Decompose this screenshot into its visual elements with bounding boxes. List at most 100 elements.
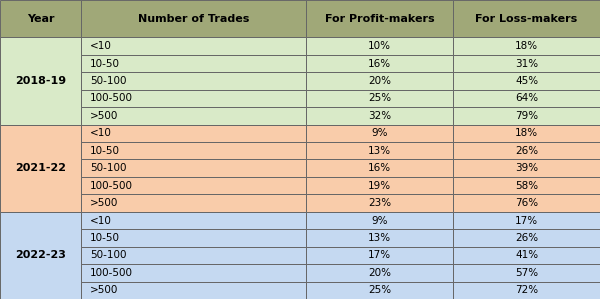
Bar: [81, 37, 306, 55]
Bar: [453, 107, 600, 125]
Text: 17%: 17%: [368, 250, 391, 260]
Bar: [81, 247, 306, 264]
Text: 17%: 17%: [515, 216, 538, 225]
Bar: [453, 0, 600, 37]
Text: 45%: 45%: [515, 76, 538, 86]
Text: 57%: 57%: [515, 268, 538, 278]
Text: 18%: 18%: [515, 41, 538, 51]
Bar: [306, 264, 453, 282]
Bar: [306, 125, 453, 142]
Bar: [306, 177, 453, 194]
Text: 100-500: 100-500: [90, 268, 133, 278]
Bar: [81, 282, 306, 299]
Text: <10: <10: [90, 41, 112, 51]
Text: 32%: 32%: [368, 111, 391, 121]
Bar: [306, 72, 453, 90]
Bar: [453, 125, 600, 142]
Text: 79%: 79%: [515, 111, 538, 121]
Bar: [306, 229, 453, 247]
Bar: [81, 212, 306, 229]
Text: 2018-19: 2018-19: [15, 76, 66, 86]
Bar: [306, 107, 453, 125]
Bar: [0, 125, 81, 212]
Bar: [453, 55, 600, 72]
Text: 10-50: 10-50: [90, 59, 120, 68]
Text: 2021-22: 2021-22: [15, 163, 66, 173]
Text: 39%: 39%: [515, 163, 538, 173]
Bar: [0, 212, 81, 299]
Bar: [453, 142, 600, 159]
Text: 50-100: 50-100: [90, 163, 127, 173]
Text: Year: Year: [27, 14, 54, 24]
Text: 26%: 26%: [515, 146, 538, 156]
Bar: [453, 159, 600, 177]
Text: 64%: 64%: [515, 93, 538, 103]
Bar: [306, 247, 453, 264]
Text: 2022-23: 2022-23: [15, 250, 66, 260]
Bar: [453, 194, 600, 212]
Text: <10: <10: [90, 128, 112, 138]
Text: 50-100: 50-100: [90, 250, 127, 260]
Bar: [306, 142, 453, 159]
Text: 26%: 26%: [515, 233, 538, 243]
Text: >500: >500: [90, 198, 118, 208]
Bar: [306, 194, 453, 212]
Bar: [453, 229, 600, 247]
Bar: [453, 177, 600, 194]
Text: 25%: 25%: [368, 285, 391, 295]
Bar: [81, 264, 306, 282]
Text: For Profit-makers: For Profit-makers: [325, 14, 434, 24]
Text: 31%: 31%: [515, 59, 538, 68]
Text: <10: <10: [90, 216, 112, 225]
Bar: [306, 159, 453, 177]
Text: 58%: 58%: [515, 181, 538, 191]
Bar: [453, 247, 600, 264]
Text: 20%: 20%: [368, 268, 391, 278]
Text: 13%: 13%: [368, 233, 391, 243]
Bar: [81, 194, 306, 212]
Text: Number of Trades: Number of Trades: [138, 14, 249, 24]
Text: 13%: 13%: [368, 146, 391, 156]
Bar: [306, 37, 453, 55]
Bar: [453, 212, 600, 229]
Bar: [81, 0, 306, 37]
Bar: [81, 107, 306, 125]
Bar: [453, 282, 600, 299]
Bar: [306, 90, 453, 107]
Text: 50-100: 50-100: [90, 76, 127, 86]
Text: 10%: 10%: [368, 41, 391, 51]
Bar: [306, 0, 453, 37]
Bar: [453, 264, 600, 282]
Bar: [453, 37, 600, 55]
Text: 16%: 16%: [368, 59, 391, 68]
Bar: [81, 125, 306, 142]
Text: 72%: 72%: [515, 285, 538, 295]
Bar: [81, 229, 306, 247]
Text: 10-50: 10-50: [90, 233, 120, 243]
Bar: [81, 55, 306, 72]
Bar: [306, 212, 453, 229]
Text: >500: >500: [90, 111, 118, 121]
Text: 41%: 41%: [515, 250, 538, 260]
Text: 23%: 23%: [368, 198, 391, 208]
Bar: [81, 90, 306, 107]
Text: 10-50: 10-50: [90, 146, 120, 156]
Text: 76%: 76%: [515, 198, 538, 208]
Bar: [453, 90, 600, 107]
Text: 18%: 18%: [515, 128, 538, 138]
Text: For Loss-makers: For Loss-makers: [475, 14, 578, 24]
Text: 25%: 25%: [368, 93, 391, 103]
Text: 9%: 9%: [371, 128, 388, 138]
Text: 100-500: 100-500: [90, 181, 133, 191]
Text: 20%: 20%: [368, 76, 391, 86]
Bar: [306, 282, 453, 299]
Text: 9%: 9%: [371, 216, 388, 225]
Bar: [306, 55, 453, 72]
Bar: [0, 37, 81, 125]
Bar: [81, 72, 306, 90]
Text: >500: >500: [90, 285, 118, 295]
Text: 16%: 16%: [368, 163, 391, 173]
Bar: [81, 177, 306, 194]
Bar: [0, 0, 81, 37]
Bar: [453, 72, 600, 90]
